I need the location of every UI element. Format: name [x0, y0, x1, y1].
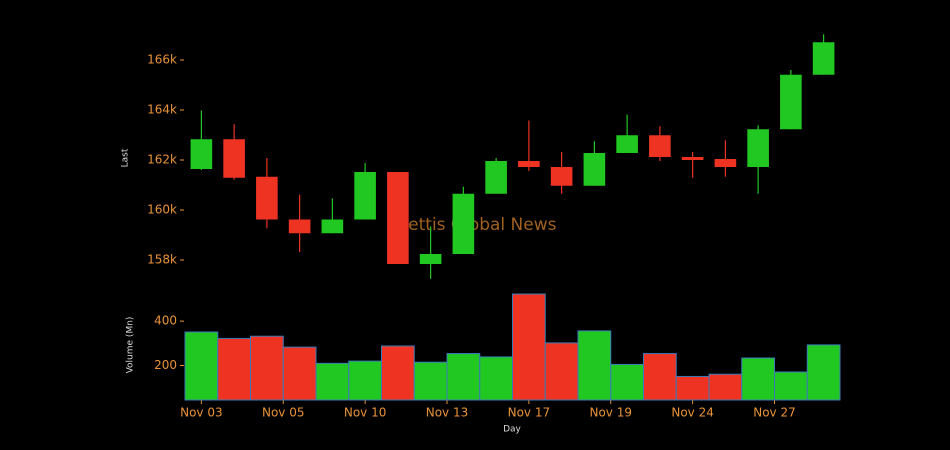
- x-tick-label: Nov 24: [671, 406, 714, 420]
- candle-body: [616, 135, 638, 153]
- candle-body: [288, 219, 311, 234]
- candle-body: [780, 74, 802, 130]
- y2-tick-label: 200: [154, 358, 177, 372]
- candle-body: [452, 193, 475, 254]
- y-tick-label: 158k: [147, 253, 177, 267]
- volume-bar: [184, 331, 219, 401]
- y-axis-label: Last: [121, 148, 131, 167]
- y2-axis-label: Volume (Mn): [126, 317, 136, 374]
- candle-body: [681, 157, 704, 160]
- volume-bar: [250, 335, 284, 401]
- x-tick-label: Nov 03: [180, 406, 223, 420]
- y-tick-label: 160k: [147, 203, 177, 217]
- candle-body: [812, 42, 835, 75]
- x-axis-label: Day: [503, 425, 521, 435]
- volume-bar: [381, 345, 415, 401]
- volume-bar: [544, 342, 579, 401]
- volume-bar: [348, 360, 382, 401]
- candle-body: [747, 129, 769, 167]
- candle-body: [354, 172, 376, 220]
- candle-body: [321, 219, 344, 234]
- volume-bar: [643, 353, 677, 401]
- volume-bar: [774, 371, 808, 401]
- volume-bar: [479, 356, 513, 401]
- volume-bar: [282, 346, 317, 401]
- volume-bar: [806, 344, 841, 401]
- y2-tick-label: 400: [154, 314, 177, 328]
- volume-bar: [675, 375, 710, 401]
- volume-bar: [315, 362, 350, 401]
- x-tick-label: Nov 13: [426, 406, 469, 420]
- volume-bar: [217, 337, 251, 401]
- volume-bar: [741, 357, 775, 401]
- candle-body: [485, 161, 507, 194]
- x-tick-label: Nov 10: [344, 406, 387, 420]
- y-tick-label: 164k: [147, 103, 177, 117]
- y-tick-label: 166k: [147, 53, 177, 67]
- candle-body: [256, 176, 278, 220]
- volume-bar: [446, 353, 481, 401]
- candle-body: [714, 159, 737, 167]
- candle-body: [550, 167, 573, 186]
- volume-bar: [610, 363, 644, 401]
- candle-body: [583, 153, 606, 186]
- candle-body: [649, 135, 671, 157]
- x-tick-label: Nov 19: [589, 406, 632, 420]
- candle-body: [419, 254, 442, 264]
- volume-bar: [577, 330, 612, 401]
- volume-bar: [512, 293, 546, 401]
- y-tick-label: 162k: [147, 153, 177, 167]
- watermark: Mettis Global News: [393, 215, 556, 235]
- candle-body: [518, 161, 540, 167]
- volume-bar: [708, 373, 743, 401]
- candle-body: [223, 139, 245, 178]
- x-tick-label: Nov 05: [262, 406, 305, 420]
- x-tick-label: Nov 17: [508, 406, 551, 420]
- volume-bar: [413, 361, 448, 401]
- x-tick-label: Nov 27: [753, 406, 796, 420]
- candle-body: [387, 172, 409, 264]
- candle-body: [190, 139, 213, 169]
